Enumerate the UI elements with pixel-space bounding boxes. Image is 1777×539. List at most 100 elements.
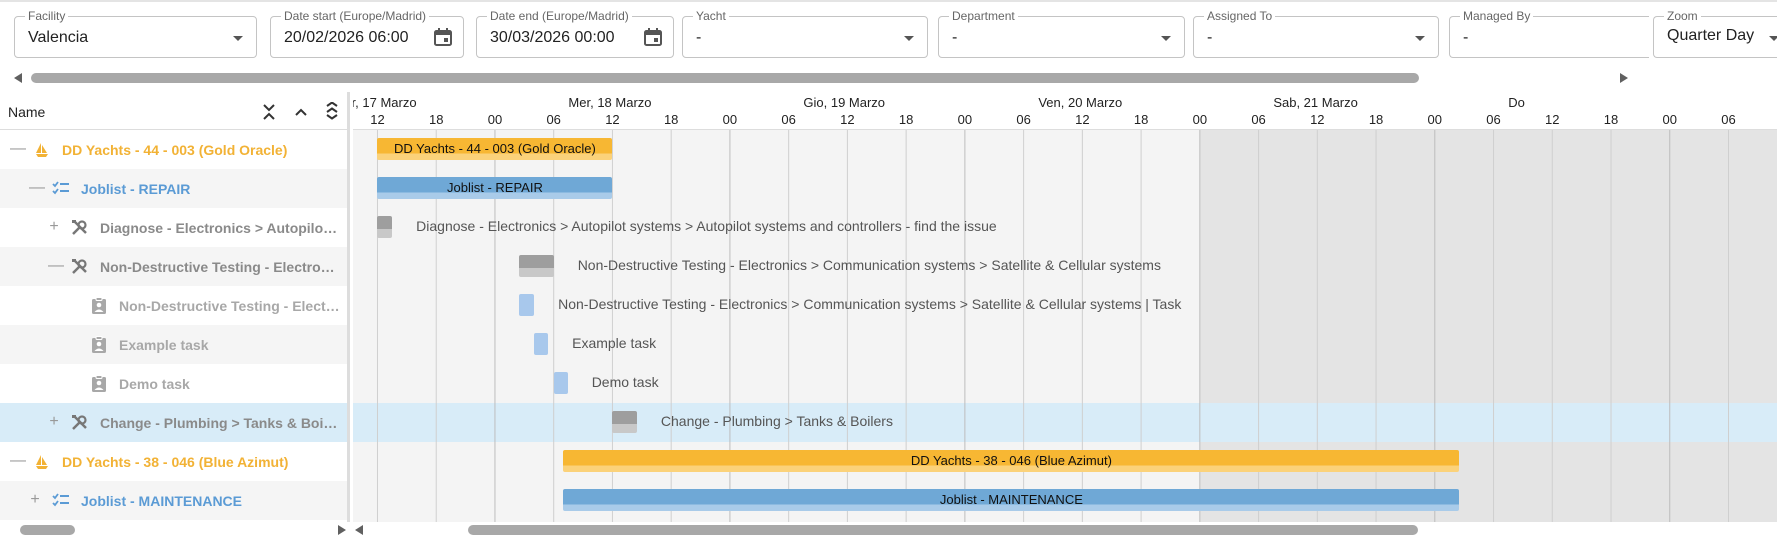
collapse-icon[interactable]: — [48, 257, 64, 274]
yacht-bar[interactable]: DD Yachts - 38 - 046 (Blue Azimut) [563, 450, 1460, 472]
tree-row[interactable]: — Non-Destructive Testing - Electronics >… [0, 247, 347, 286]
assigned-to-label: Assigned To [1204, 9, 1276, 23]
tree-row[interactable]: + Change - Plumbing > Tanks & Boilers [0, 403, 347, 442]
hour-tick-label: 00 [1192, 112, 1208, 127]
collapse-icon[interactable]: — [10, 140, 26, 157]
expand-icon[interactable]: + [49, 413, 59, 430]
facility-select[interactable]: Facility Valencia [14, 9, 257, 58]
hour-tick-label: 00 [487, 112, 503, 127]
hour-tick-label: 18 [898, 112, 914, 127]
yacht-value: - [696, 29, 702, 46]
managed-by-select[interactable]: Managed By - [1449, 9, 1649, 58]
chevron-down-icon [1161, 36, 1171, 41]
task-bar[interactable] [553, 372, 568, 394]
managed-by-value: - [1463, 29, 1469, 46]
chevron-down-icon [233, 36, 243, 41]
hour-tick-label: 00 [1427, 112, 1443, 127]
day-label: Sab, 21 Marzo [1273, 95, 1358, 110]
tree-row[interactable]: + Diagnose - Electronics > Autopilot syst… [0, 208, 347, 247]
tree-row[interactable]: — DD Yachts - 44 - 003 (Gold Oracle) [0, 130, 347, 169]
collapse-icon[interactable]: — [29, 179, 45, 196]
clipboard-user-icon [90, 297, 108, 315]
chevron-down-icon [1415, 36, 1425, 41]
calendar-icon[interactable] [433, 27, 453, 47]
bar-label: DD Yachts - 38 - 046 (Blue Azimut) [910, 453, 1112, 468]
hour-tick-label: 12 [1075, 112, 1090, 127]
day-label: Ven, 20 Marzo [1038, 95, 1123, 110]
tree-horizontal-scrollbar[interactable] [0, 522, 350, 538]
department-label: Department [949, 9, 1018, 23]
hour-tick-label: 12 [1545, 112, 1560, 127]
tree-row[interactable]: Demo task [0, 364, 347, 403]
date-end-field[interactable]: Date end (Europe/Madrid) 30/03/2026 00:0… [476, 9, 674, 58]
yacht-bar[interactable]: DD Yachts - 44 - 003 (Gold Oracle) [377, 138, 613, 160]
tools-icon [71, 258, 89, 276]
tree-row-label: Joblist - REPAIR [81, 181, 191, 197]
filter-bar: Facility Valencia Date start (Europe/Mad… [0, 0, 1777, 64]
activity-bar[interactable] [377, 216, 393, 238]
day-label: Mar, 17 Marzo [353, 95, 417, 110]
scroll-left-icon[interactable] [355, 525, 363, 535]
hour-tick-label: 06 [546, 112, 561, 127]
job-bar[interactable]: Joblist - MAINTENANCE [563, 489, 1460, 511]
checklist-icon [52, 492, 70, 510]
tree-row-label: Non-Destructive Testing - Electronics > … [100, 259, 340, 275]
timeline-header: 12 18 00 06 12 18 00 06 12 18 00 06 12 18 00 06 12 18 00 06… [353, 92, 1777, 130]
date-start-value: 20/02/2026 06:00 [284, 29, 409, 46]
facility-label: Facility [25, 9, 69, 23]
tree-row-label: Non-Destructive Testing - Electronics > … [119, 298, 340, 314]
hour-tick-label: 12 [1310, 112, 1325, 127]
top-horizontal-scrollbar[interactable] [0, 70, 1640, 86]
selected-row-highlight [353, 403, 1777, 442]
scrollbar-thumb[interactable] [468, 525, 1418, 535]
expand-all-icon[interactable] [324, 102, 340, 122]
activity-bar[interactable] [612, 411, 637, 433]
activity-bar[interactable] [519, 255, 554, 277]
scrollbar-thumb[interactable] [20, 525, 75, 535]
hour-tick-label: 00 [1662, 112, 1677, 127]
hour-tick-label: 00 [957, 112, 973, 127]
expand-icon[interactable]: + [49, 218, 59, 235]
task-bar[interactable] [519, 294, 535, 316]
expand-icon[interactable]: + [30, 491, 40, 508]
tree-row-label: Demo task [119, 376, 190, 392]
collapse-all-icon[interactable] [261, 102, 277, 122]
sailboat-icon [33, 141, 51, 159]
scroll-right-icon[interactable] [338, 525, 346, 535]
tree-row[interactable]: Non-Destructive Testing - Electronics > … [0, 286, 347, 325]
scrollbar-thumb[interactable] [31, 73, 1419, 83]
bar-label: Joblist - MAINTENANCE [939, 492, 1083, 507]
yacht-select[interactable]: Yacht - [682, 9, 928, 58]
collapse-icon[interactable]: — [10, 452, 26, 469]
facility-value: Valencia [28, 29, 89, 46]
tree-row[interactable]: Example task [0, 325, 347, 364]
checklist-icon [52, 180, 70, 198]
department-select[interactable]: Department - [938, 9, 1185, 58]
task-bar[interactable] [534, 333, 549, 355]
hour-tick-label: 00 [722, 112, 738, 127]
job-bar[interactable]: Joblist - REPAIR [377, 177, 613, 199]
bar-side-label: Demo task [591, 374, 659, 390]
date-start-field[interactable]: Date start (Europe/Madrid) 20/02/2026 06… [270, 9, 464, 58]
assigned-to-select[interactable]: Assigned To - [1193, 9, 1439, 58]
clipboard-user-icon [90, 336, 108, 354]
zoom-value: Quarter Day [1667, 27, 1755, 44]
hour-tick-label: 12 [605, 112, 620, 127]
tree-row[interactable]: — DD Yachts - 38 - 046 (Blue Azimut) [0, 442, 347, 481]
yacht-label: Yacht [693, 9, 729, 23]
name-column-header: Name [8, 104, 46, 120]
tree-row[interactable]: — Joblist - REPAIR [0, 169, 347, 208]
collapse-one-level-icon[interactable] [293, 102, 309, 122]
hour-tick-label: 18 [1603, 112, 1619, 127]
tools-icon [71, 219, 89, 237]
hour-tick-label: 06 [1721, 112, 1736, 127]
scroll-left-icon[interactable] [14, 73, 22, 83]
calendar-icon[interactable] [643, 27, 663, 47]
assigned-to-value: - [1207, 29, 1213, 46]
tree-row-label: Example task [119, 337, 209, 353]
hour-tick-label: 06 [781, 112, 796, 127]
tree-row[interactable]: + Joblist - MAINTENANCE [0, 481, 347, 520]
gantt-horizontal-scrollbar[interactable] [353, 522, 1777, 538]
zoom-select[interactable]: Zoom Quarter Day [1653, 9, 1777, 58]
scroll-right-icon[interactable] [1620, 73, 1628, 83]
